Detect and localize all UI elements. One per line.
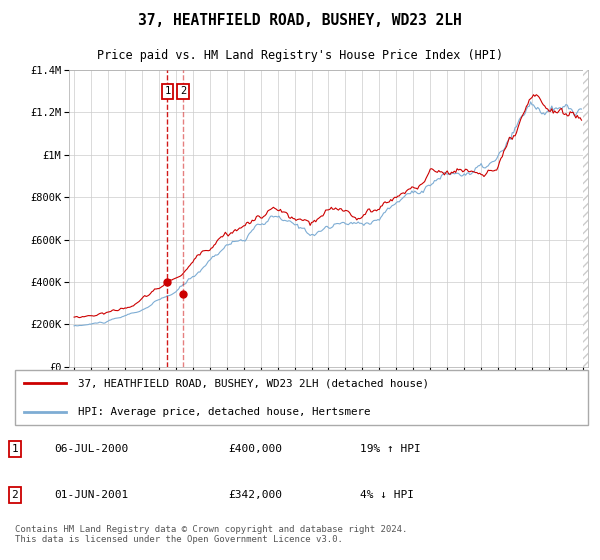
Text: 01-JUN-2001: 01-JUN-2001 (54, 490, 128, 500)
Text: 19% ↑ HPI: 19% ↑ HPI (360, 444, 421, 454)
Text: Price paid vs. HM Land Registry's House Price Index (HPI): Price paid vs. HM Land Registry's House … (97, 49, 503, 62)
Text: 2: 2 (180, 86, 186, 96)
Text: 1: 1 (164, 86, 170, 96)
Text: 1: 1 (11, 444, 19, 454)
Text: £400,000: £400,000 (228, 444, 282, 454)
FancyBboxPatch shape (15, 371, 588, 424)
Text: 06-JUL-2000: 06-JUL-2000 (54, 444, 128, 454)
Text: £342,000: £342,000 (228, 490, 282, 500)
Text: 37, HEATHFIELD ROAD, BUSHEY, WD23 2LH: 37, HEATHFIELD ROAD, BUSHEY, WD23 2LH (138, 13, 462, 27)
Text: HPI: Average price, detached house, Hertsmere: HPI: Average price, detached house, Hert… (78, 407, 371, 417)
Text: Contains HM Land Registry data © Crown copyright and database right 2024.
This d: Contains HM Land Registry data © Crown c… (15, 525, 407, 544)
Text: 4% ↓ HPI: 4% ↓ HPI (360, 490, 414, 500)
Text: 37, HEATHFIELD ROAD, BUSHEY, WD23 2LH (detached house): 37, HEATHFIELD ROAD, BUSHEY, WD23 2LH (d… (78, 379, 429, 389)
Text: 2: 2 (11, 490, 19, 500)
